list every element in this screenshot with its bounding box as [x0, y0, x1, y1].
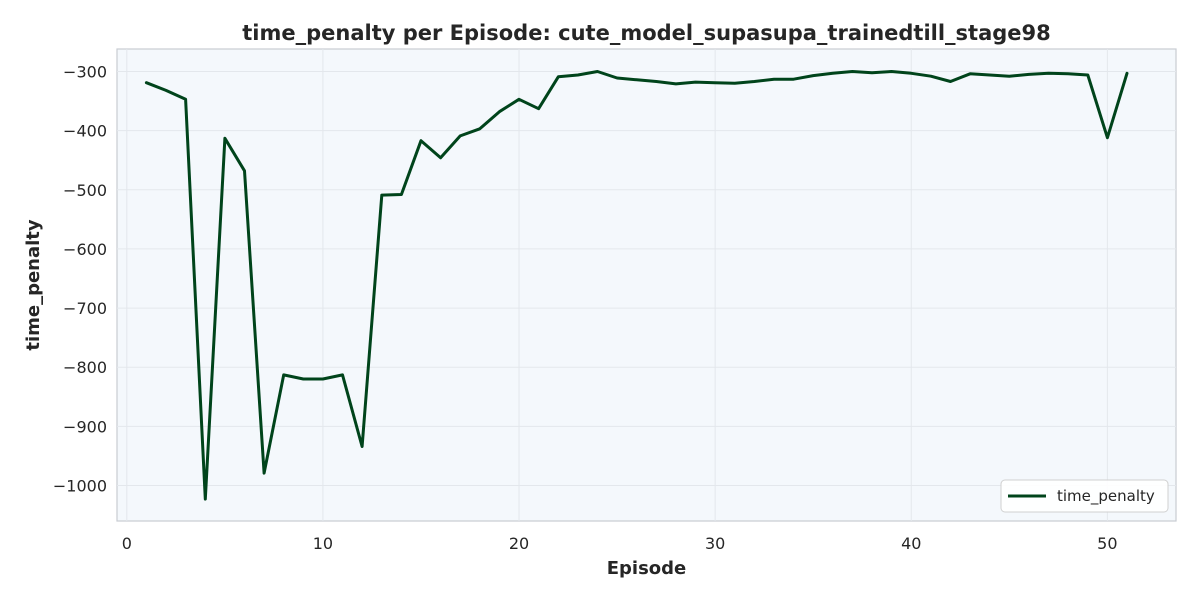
y-tick-label: −600	[63, 240, 107, 259]
y-tick-label: −700	[63, 299, 107, 318]
x-axis-label: Episode	[607, 558, 687, 579]
grid	[117, 49, 1176, 521]
series-layer	[144, 70, 1129, 501]
y-tick-label: −1000	[53, 477, 107, 496]
legend-box	[1000, 479, 1169, 513]
y-tick-label: −800	[63, 358, 107, 377]
legend: time_penalty	[1000, 479, 1169, 513]
y-tick-label: −500	[63, 181, 107, 200]
plot-area	[116, 48, 1177, 522]
y-tick-label: −400	[63, 122, 107, 141]
y-tick-label: −900	[63, 417, 107, 436]
x-tick-label: 20	[509, 534, 529, 553]
x-tick-label: 50	[1097, 534, 1117, 553]
x-tick-label: 40	[901, 534, 921, 553]
y-axis-label: time_penalty	[23, 219, 44, 351]
series-line-time-penalty	[144, 70, 1129, 501]
x-axis-ticks: 0 10 20 30 40 50	[122, 534, 1118, 553]
legend-label: time_penalty	[1057, 487, 1155, 506]
y-tick-label: −300	[63, 62, 107, 81]
x-tick-label: 30	[705, 534, 725, 553]
y-axis-ticks: −1000 −900 −800 −700 −600 −500 −400 −300	[53, 62, 107, 495]
x-tick-label: 10	[313, 534, 333, 553]
chart-title: time_penalty per Episode: cute_model_sup…	[242, 21, 1051, 45]
x-tick-label: 0	[122, 534, 132, 553]
